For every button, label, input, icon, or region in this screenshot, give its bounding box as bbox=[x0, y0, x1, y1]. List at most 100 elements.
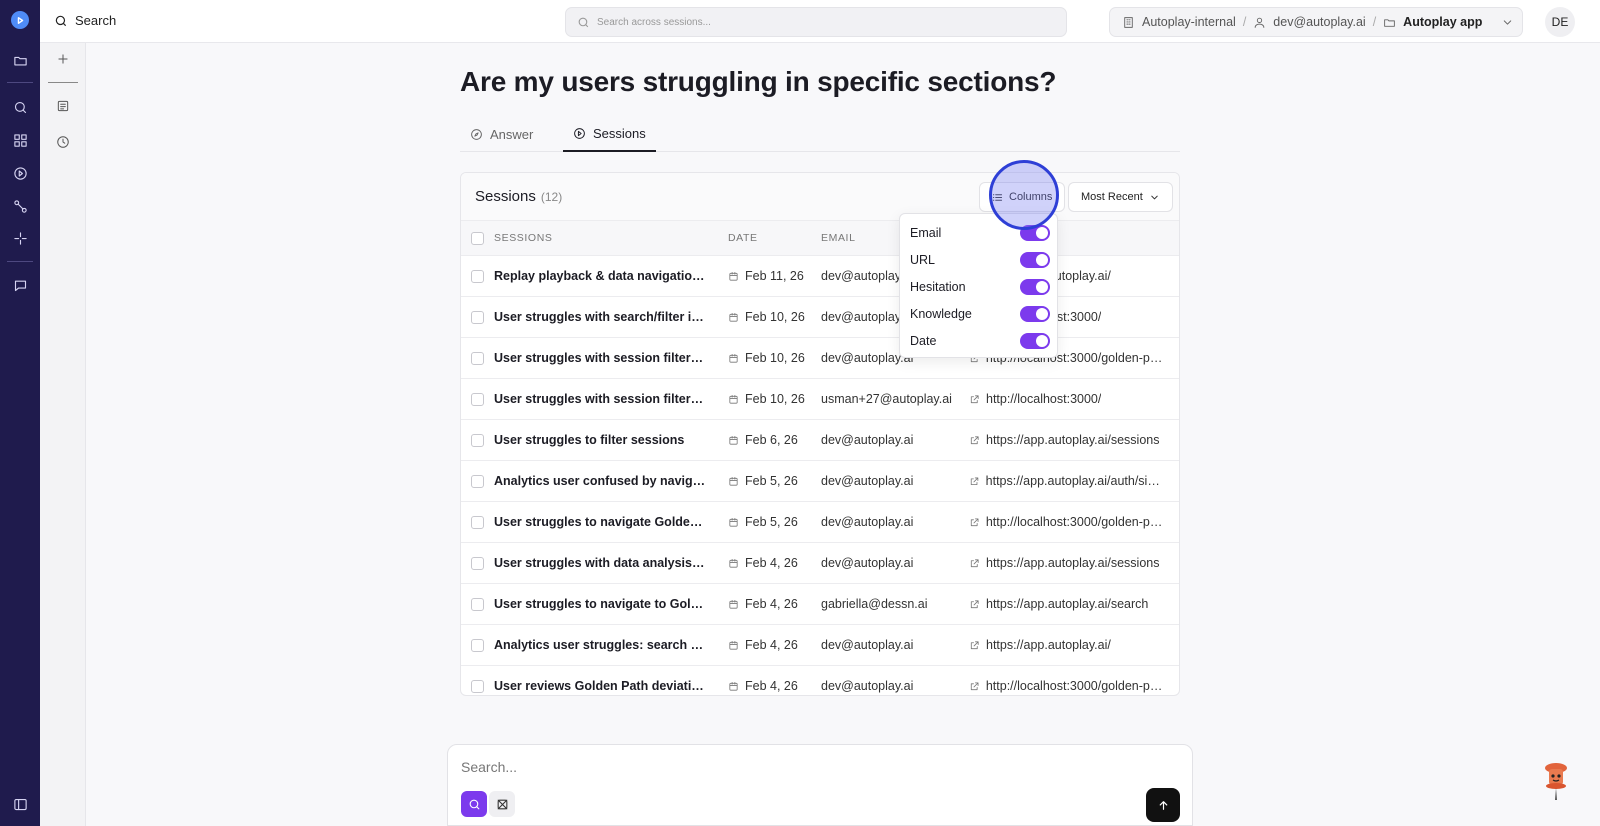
tab-answer-label: Answer bbox=[490, 126, 534, 142]
breadcrumb-user[interactable]: dev@autoplay.ai bbox=[1273, 15, 1366, 29]
table-row[interactable]: User struggles to filter sessions Feb 6, … bbox=[461, 420, 1179, 461]
session-url[interactable]: http://localhost:3000/ bbox=[969, 392, 1165, 406]
session-title[interactable]: User struggles with session filter appli… bbox=[494, 351, 706, 365]
library-icon[interactable] bbox=[53, 96, 73, 116]
sessions-mode-button[interactable] bbox=[489, 791, 515, 817]
row-checkbox[interactable] bbox=[471, 639, 484, 652]
session-email: dev@autoplay.ai bbox=[821, 269, 914, 283]
sidebar-toggle-icon[interactable] bbox=[9, 793, 31, 815]
session-title[interactable]: Analytics user confused by navigation bbox=[494, 474, 706, 488]
row-checkbox[interactable] bbox=[471, 311, 484, 324]
column-toggle-email[interactable]: Email bbox=[910, 222, 1050, 244]
session-url[interactable]: https://app.autoplay.ai/sessions bbox=[969, 556, 1165, 570]
pushpin-mascot-icon[interactable] bbox=[1540, 760, 1572, 802]
send-button[interactable] bbox=[1146, 788, 1180, 822]
session-title[interactable]: User struggles with session filtering an… bbox=[494, 392, 706, 406]
search-icon[interactable] bbox=[9, 96, 31, 118]
table-row[interactable]: User struggles with session filter appli… bbox=[461, 338, 1179, 379]
table-row[interactable]: User reviews Golden Path deviation flow F… bbox=[461, 666, 1179, 695]
sessions-title: Sessions (12) bbox=[475, 188, 562, 205]
chevron-down-icon bbox=[1151, 195, 1158, 199]
column-toggle-date[interactable]: Date bbox=[910, 330, 1050, 352]
session-title[interactable]: User reviews Golden Path deviation flow bbox=[494, 679, 706, 693]
session-title[interactable]: User struggles with data analysis during… bbox=[494, 556, 706, 570]
row-checkbox[interactable] bbox=[471, 393, 484, 406]
session-date: Feb 4, 26 bbox=[728, 638, 798, 652]
clock-icon[interactable] bbox=[53, 132, 73, 152]
toggle-switch[interactable] bbox=[1020, 333, 1050, 349]
session-date-text: Feb 10, 26 bbox=[745, 351, 805, 365]
columns-button[interactable]: Columns bbox=[979, 182, 1066, 212]
row-checkbox[interactable] bbox=[471, 557, 484, 570]
row-checkbox[interactable] bbox=[471, 270, 484, 283]
table-row[interactable]: Analytics user struggles: search and fil… bbox=[461, 625, 1179, 666]
session-title[interactable]: User struggles with search/filter input bbox=[494, 310, 706, 324]
bottom-search-panel bbox=[447, 744, 1193, 826]
session-url[interactable]: https://app.autoplay.ai/auth/signin bbox=[969, 474, 1165, 488]
chat-icon[interactable] bbox=[9, 274, 31, 296]
plus-icon[interactable] bbox=[53, 49, 73, 69]
column-header-sessions[interactable]: SESSIONS bbox=[494, 232, 553, 244]
select-all-checkbox[interactable] bbox=[471, 232, 484, 245]
row-checkbox[interactable] bbox=[471, 475, 484, 488]
column-header-date[interactable]: DATE bbox=[728, 232, 758, 244]
user-icon bbox=[1255, 17, 1265, 28]
session-title[interactable]: User struggles to filter sessions bbox=[494, 433, 685, 447]
play-circle-icon[interactable] bbox=[9, 162, 31, 184]
row-checkbox[interactable] bbox=[471, 434, 484, 447]
chevron-down-icon[interactable] bbox=[1501, 16, 1514, 29]
column-toggle-knowledge[interactable]: Knowledge bbox=[910, 303, 1050, 325]
tab-answer[interactable]: Answer bbox=[460, 116, 543, 152]
session-url[interactable]: https://app.autoplay.ai/ bbox=[969, 638, 1165, 652]
session-url[interactable]: https://app.autoplay.ai/sessions bbox=[969, 433, 1165, 447]
toggle-switch[interactable] bbox=[1020, 252, 1050, 268]
global-search-bar[interactable] bbox=[565, 7, 1067, 37]
session-title[interactable]: User struggles to navigate Golden Path bbox=[494, 515, 706, 529]
tab-sessions[interactable]: Sessions bbox=[563, 116, 656, 152]
table-row[interactable]: User struggles with data analysis during… bbox=[461, 543, 1179, 584]
session-date-text: Feb 5, 26 bbox=[745, 474, 798, 488]
column-toggle-url[interactable]: URL bbox=[910, 249, 1050, 271]
avatar[interactable]: DE bbox=[1545, 7, 1575, 37]
table-row[interactable]: User struggles to navigate Golden Path Fe… bbox=[461, 502, 1179, 543]
folder-icon[interactable] bbox=[9, 49, 31, 71]
row-checkbox[interactable] bbox=[471, 352, 484, 365]
column-header-email[interactable]: EMAIL bbox=[821, 232, 856, 244]
search-nav-button[interactable]: Search bbox=[54, 13, 116, 28]
calendar-icon bbox=[729, 681, 738, 691]
bottom-search-input[interactable] bbox=[461, 759, 1161, 775]
session-url-text: https://app.autoplay.ai/sessions bbox=[986, 433, 1160, 447]
autoplay-logo-icon[interactable] bbox=[11, 11, 29, 29]
breadcrumb-org[interactable]: Autoplay-internal bbox=[1142, 15, 1236, 29]
search-icon bbox=[578, 17, 589, 27]
dashboard-icon[interactable] bbox=[9, 129, 31, 151]
workspace-breadcrumb[interactable]: Autoplay-internal / dev@autoplay.ai / Au… bbox=[1109, 7, 1523, 37]
table-row[interactable]: Analytics user confused by navigation Feb… bbox=[461, 461, 1179, 502]
session-url[interactable]: http://localhost:3000/golden-path bbox=[969, 515, 1165, 529]
session-url[interactable]: https://app.autoplay.ai/search bbox=[969, 597, 1165, 611]
sparkle-icon[interactable] bbox=[9, 227, 31, 249]
search-mode-button[interactable] bbox=[461, 791, 487, 817]
row-checkbox[interactable] bbox=[471, 516, 484, 529]
table-row[interactable]: User struggles to navigate to Golden Pat… bbox=[461, 584, 1179, 625]
column-toggle-hesitation[interactable]: Hesitation bbox=[910, 276, 1050, 298]
toggle-switch[interactable] bbox=[1020, 225, 1050, 241]
session-url[interactable]: http://localhost:3000/golden-path bbox=[969, 679, 1165, 693]
row-checkbox[interactable] bbox=[471, 598, 484, 611]
arrow-up-icon bbox=[1159, 800, 1167, 810]
session-title[interactable]: Analytics user struggles: search and fil… bbox=[494, 638, 706, 652]
row-checkbox[interactable] bbox=[471, 680, 484, 693]
session-url-text: https://app.autoplay.ai/ bbox=[986, 638, 1111, 652]
sort-dropdown[interactable]: Most Recent bbox=[1068, 182, 1173, 212]
session-date: Feb 4, 26 bbox=[728, 597, 798, 611]
breadcrumb-project[interactable]: Autoplay app bbox=[1403, 15, 1483, 29]
session-title[interactable]: Replay playback & data navigation issues bbox=[494, 269, 706, 283]
table-row[interactable]: User struggles with session filtering an… bbox=[461, 379, 1179, 420]
route-icon[interactable] bbox=[9, 195, 31, 217]
session-title[interactable]: User struggles to navigate to Golden Pat… bbox=[494, 597, 706, 611]
table-row[interactable]: Replay playback & data navigation issues… bbox=[461, 256, 1179, 297]
global-search-input[interactable] bbox=[597, 16, 1037, 28]
toggle-switch[interactable] bbox=[1020, 279, 1050, 295]
toggle-switch[interactable] bbox=[1020, 306, 1050, 322]
table-row[interactable]: User struggles with search/filter input F… bbox=[461, 297, 1179, 338]
